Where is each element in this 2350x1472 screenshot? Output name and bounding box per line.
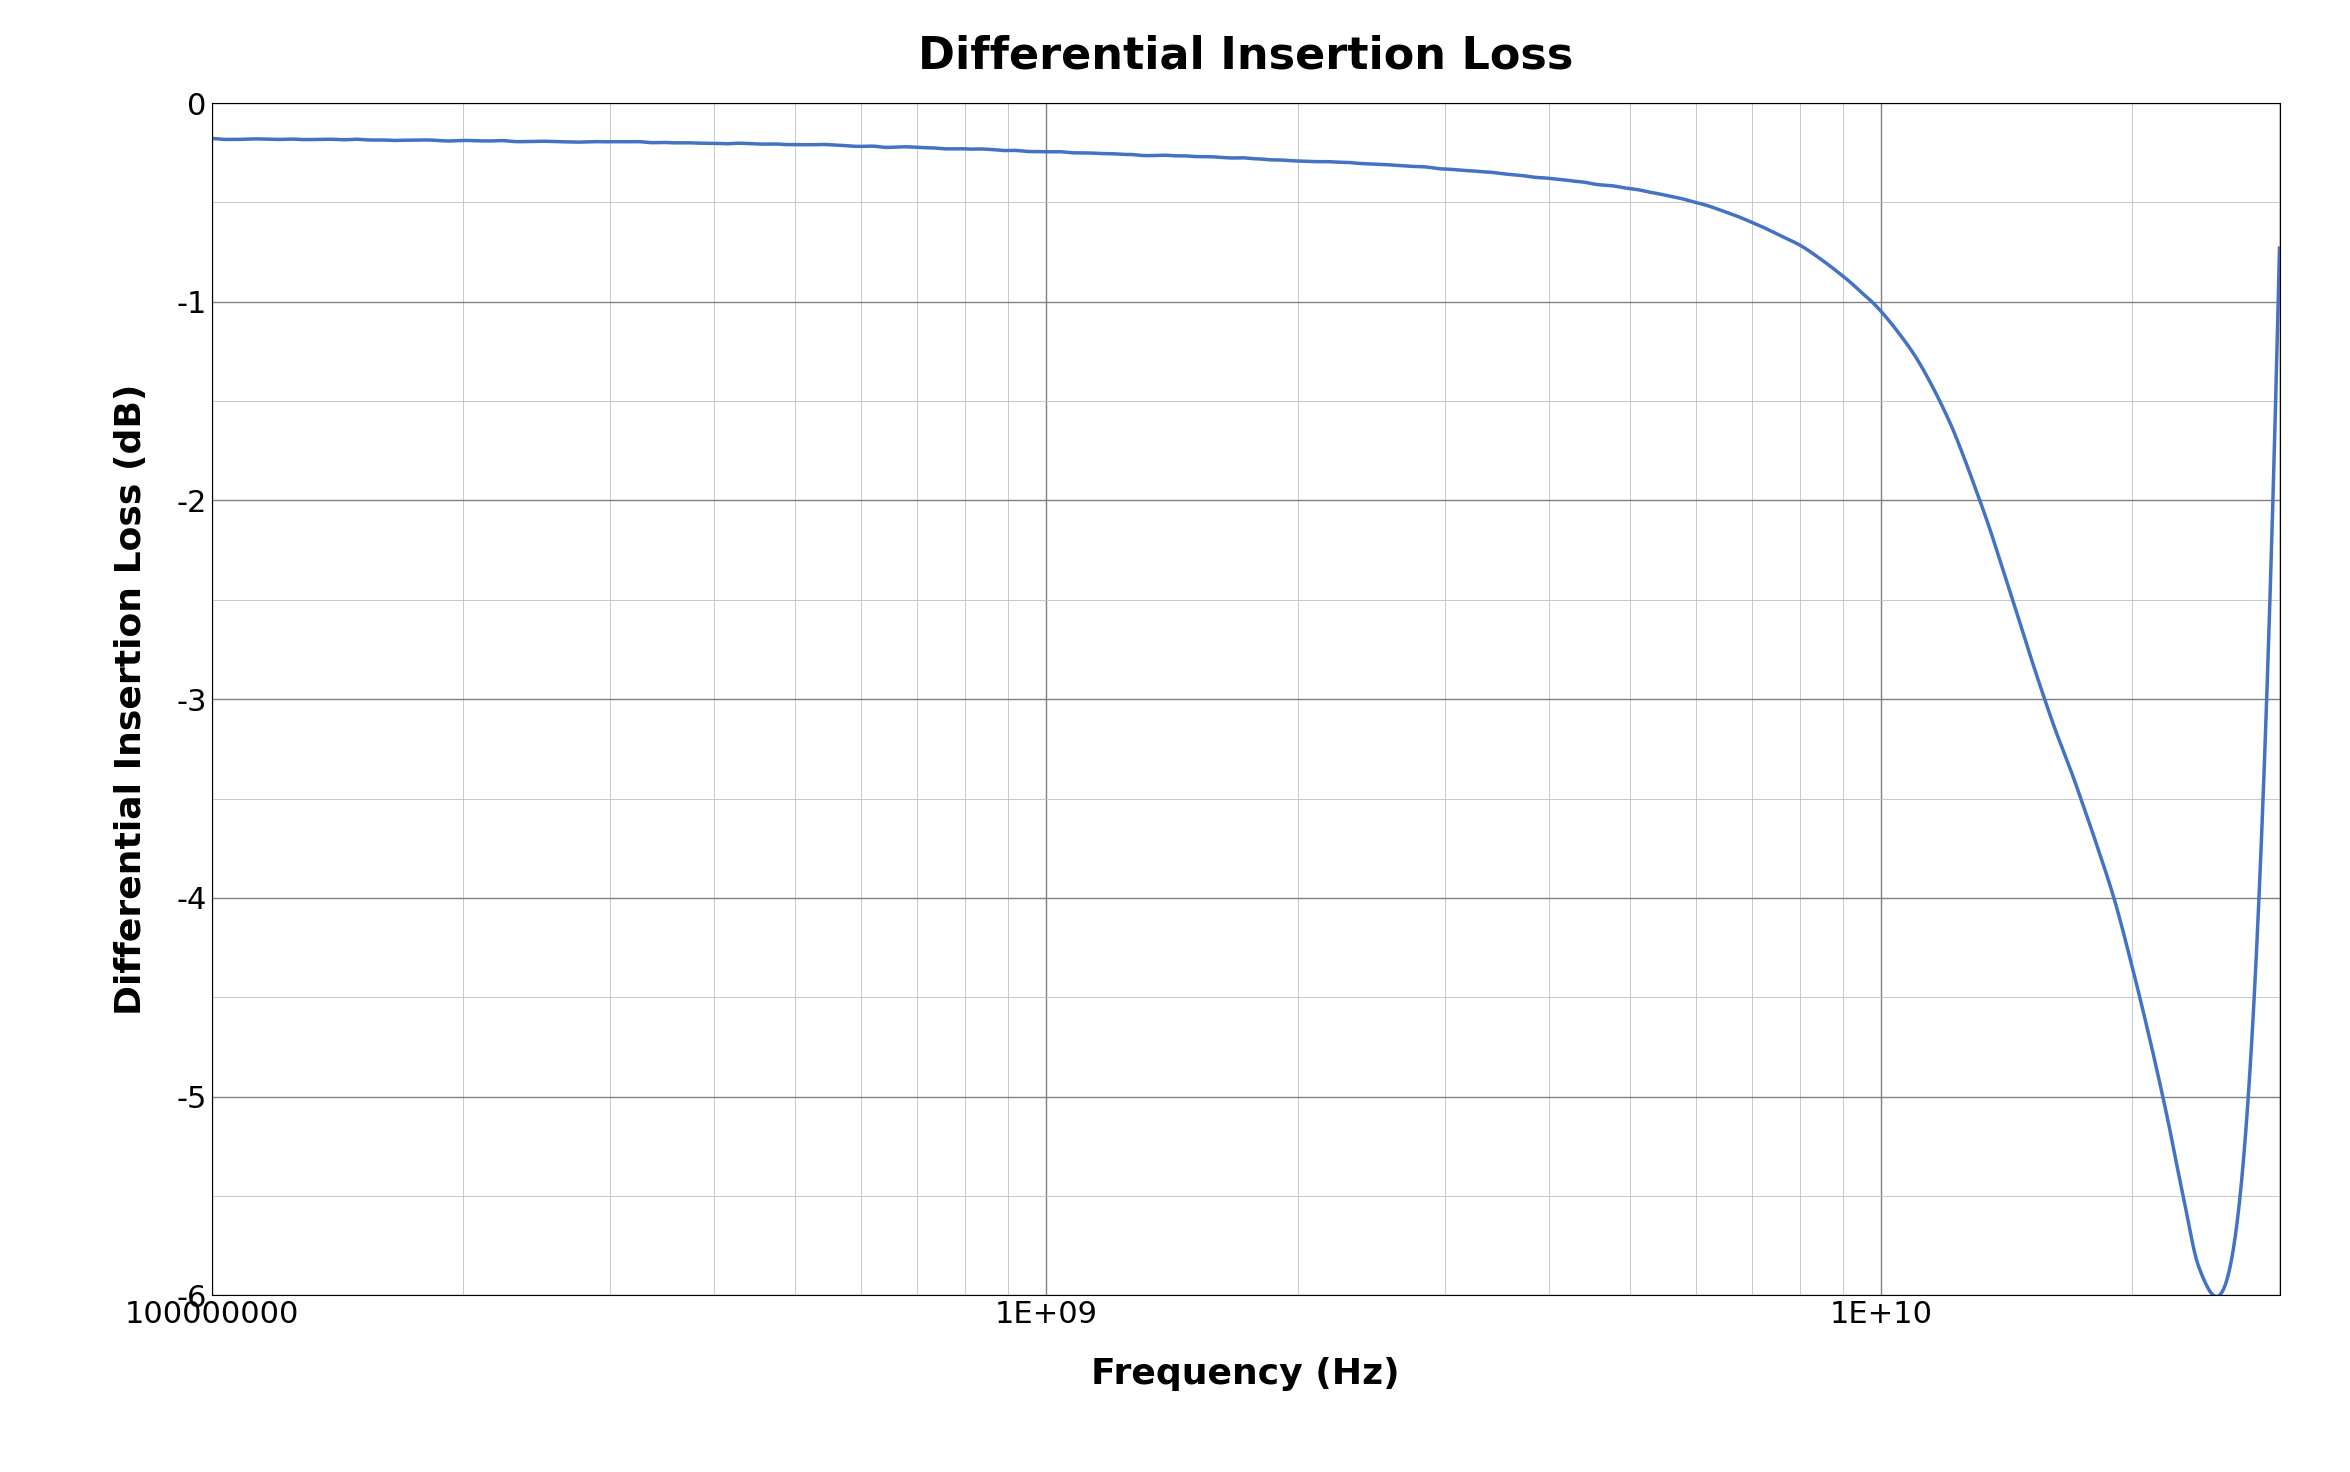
- Title: Differential Insertion Loss: Differential Insertion Loss: [919, 34, 1572, 78]
- Y-axis label: Differential Insertion Loss (dB): Differential Insertion Loss (dB): [115, 384, 148, 1014]
- X-axis label: Frequency (Hz): Frequency (Hz): [1090, 1357, 1401, 1391]
